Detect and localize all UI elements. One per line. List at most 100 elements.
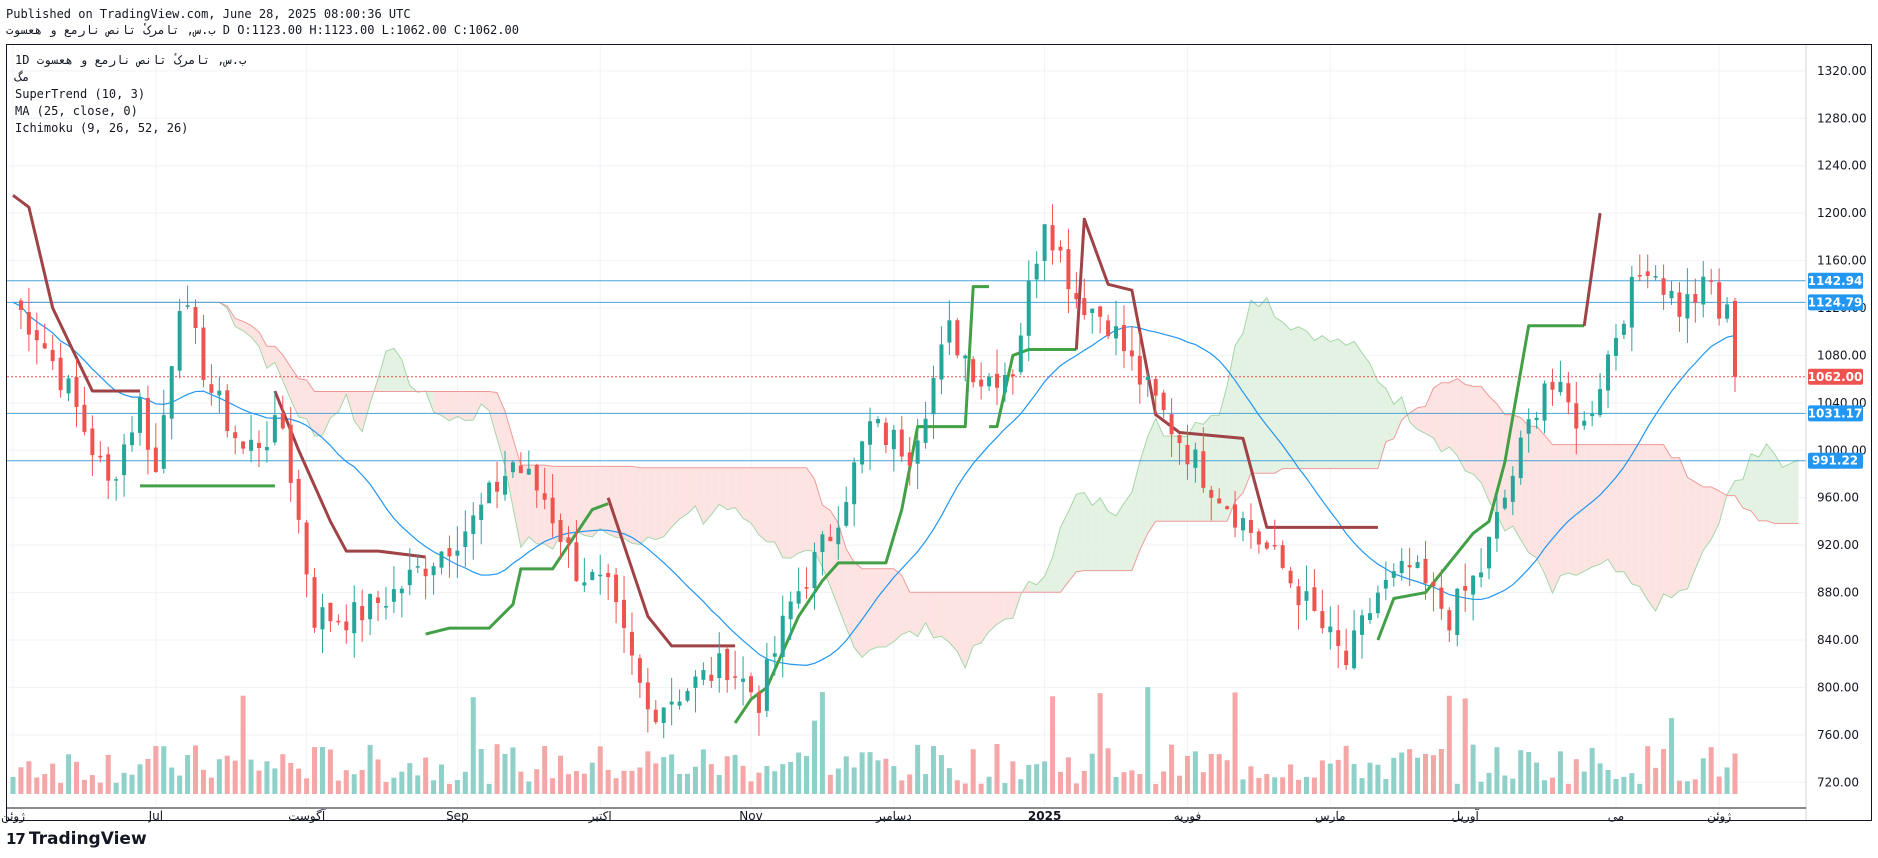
candle-body (1701, 276, 1706, 305)
volume-bar (232, 760, 238, 794)
volume-bar (534, 769, 540, 794)
volume-bar (1208, 753, 1214, 794)
candle-body (106, 454, 111, 481)
cloud-segment (1560, 444, 1569, 576)
cloud-segment (1369, 363, 1378, 469)
volume-bar (677, 773, 683, 794)
volume-bar (558, 755, 564, 794)
candle-body (1439, 587, 1444, 609)
cloud-segment (766, 467, 775, 543)
candle-body (1018, 335, 1023, 373)
cloud-segment (1584, 444, 1593, 572)
candle-body (1098, 306, 1103, 317)
tradingview-logo[interactable]: 17 TradingView (6, 829, 147, 849)
volume-bar (510, 747, 516, 794)
cloud-segment (846, 548, 855, 648)
published-line: Published on TradingView.com, June 28, 2… (6, 7, 411, 21)
volume-bar (1288, 764, 1294, 794)
volume-bar (764, 765, 770, 794)
candle-body (1518, 437, 1523, 479)
legend-sub: مگ (15, 70, 30, 84)
candle-body (122, 444, 127, 476)
candle-body (479, 504, 484, 521)
cloud-segment (1171, 435, 1180, 522)
cloud-segment (909, 592, 918, 637)
candle-body (1121, 325, 1126, 352)
cloud-segment (243, 321, 252, 337)
candle-body (598, 574, 603, 577)
candle-body (963, 355, 968, 359)
volume-bar (1359, 778, 1365, 794)
volume-bar (1113, 776, 1119, 794)
volume-bar (1272, 777, 1278, 794)
volume-bar (1438, 749, 1444, 794)
volume-bar (1081, 770, 1087, 794)
cloud-segment (735, 467, 744, 519)
candle-body (891, 429, 896, 450)
cloud-segment (1060, 511, 1069, 593)
candle-body (534, 465, 539, 491)
candle-body (550, 497, 555, 524)
volume-bar (669, 754, 675, 794)
candle-body (788, 601, 793, 620)
volume-bar (446, 783, 452, 794)
candle-body (590, 571, 595, 580)
cloud-segment (711, 467, 720, 515)
cloud-segment (639, 467, 648, 545)
volume-bar (97, 782, 103, 794)
candle-body (296, 478, 301, 520)
cloud-segment (362, 391, 371, 432)
cloud-segment (885, 568, 894, 647)
cloud-segment (1163, 435, 1172, 522)
cloud-segment (489, 391, 498, 439)
volume-bar (359, 769, 365, 794)
volume-bar (312, 747, 318, 794)
cloud-segment (1750, 453, 1759, 521)
cloud-segment (576, 466, 585, 536)
candle-body (423, 568, 428, 577)
cloud-segment (743, 467, 751, 523)
volume-bar (700, 749, 706, 794)
cloud-segment (1576, 444, 1585, 576)
candle-body (1367, 613, 1372, 621)
candle-body (1296, 586, 1301, 606)
cloud-segment (235, 318, 244, 331)
candle-body (280, 413, 285, 429)
candle-body (98, 455, 103, 458)
candle-body (1185, 444, 1190, 465)
y-axis: 720.00 760.00 800.00 840.00 880.00 920.00 960.… (1805, 45, 1867, 820)
price-line-label: 1124.79 (1808, 295, 1863, 309)
chart-frame[interactable] (6, 44, 1872, 821)
y-tick-label: 880.00 (1817, 586, 1859, 600)
x-tick-label: مارس (1315, 809, 1346, 824)
price-line-label: 1142.94 (1808, 274, 1863, 288)
volume-bar (280, 754, 286, 794)
cloud-segment (1258, 297, 1267, 474)
cloud-segment (1052, 527, 1061, 593)
cloud-segment (1782, 463, 1791, 524)
candle-body (1558, 381, 1563, 393)
volume-bar (208, 777, 214, 794)
cloud-segment (1592, 444, 1601, 568)
volume-bar (272, 768, 278, 794)
supertrend-down5 (1582, 212, 1602, 326)
volume-bar (439, 764, 445, 794)
volume-bar (415, 775, 421, 794)
cloud-segment (1457, 378, 1466, 471)
legend-symbol: 1D ب.س, تامرکٔ تانص نارمع و هعسوت (15, 53, 247, 67)
cloud-segment (782, 467, 791, 559)
candle-body (1058, 246, 1063, 251)
candle-body (249, 439, 254, 451)
volume-bar (153, 746, 159, 794)
volume-bar (1192, 751, 1198, 794)
volume-bar (637, 767, 643, 794)
volume-bar (1153, 783, 1159, 794)
cloud-segment (1735, 479, 1743, 509)
candle-body (629, 631, 634, 656)
candle-body (34, 330, 39, 341)
volume-bar (716, 775, 722, 794)
cloud-segment (1036, 576, 1045, 593)
cloud-segment (385, 348, 394, 392)
volume-bar (915, 744, 921, 794)
